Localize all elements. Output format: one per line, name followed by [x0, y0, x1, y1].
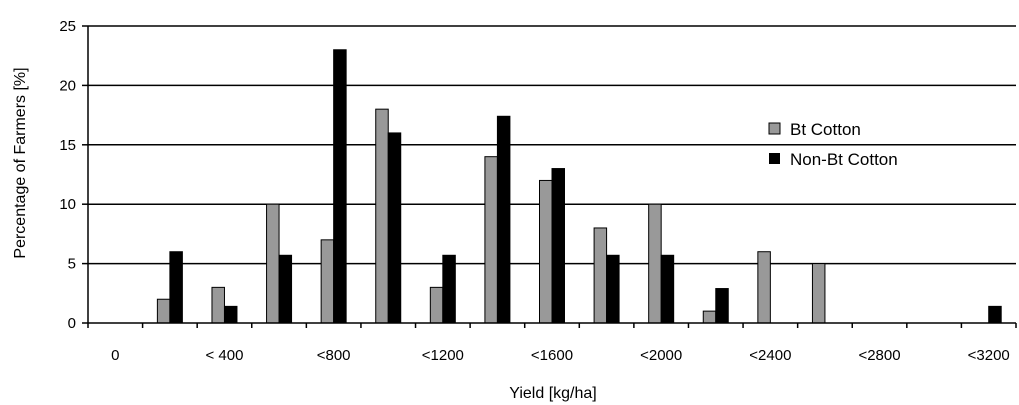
bar-non-bt-cotton — [442, 254, 456, 324]
y-tick-label: 0 — [68, 315, 76, 332]
x-tick-label: <1200 — [422, 347, 464, 364]
bar-bt-cotton — [375, 108, 389, 324]
y-tick-labels: 0 5 10 15 20 25 — [59, 18, 76, 332]
gridlines — [88, 25, 1016, 265]
bar-non-bt-cotton — [606, 254, 620, 324]
bar-bt-cotton — [211, 286, 225, 324]
bar-non-bt-cotton — [988, 305, 1002, 324]
y-tick-label: 10 — [59, 196, 76, 213]
x-tick-label: <800 — [317, 347, 351, 364]
bar-bt-cotton — [484, 156, 498, 324]
y-tick-label: 20 — [59, 77, 76, 94]
bar-non-bt-cotton — [333, 49, 347, 324]
x-tick-label: 0 — [111, 347, 119, 364]
y-axis-title: Percentage of Farmers [%] — [12, 67, 29, 258]
bar-bt-cotton — [648, 203, 662, 324]
y-tick-label: 25 — [59, 18, 76, 35]
x-tick-label: < 400 — [205, 347, 243, 364]
x-tick-label: <3200 — [968, 347, 1010, 364]
x-tick-label: <2400 — [749, 347, 791, 364]
x-tick-labels: 0 < 400 <800 <1200 <1600 <2000 <2400 <2800 <3200 — [111, 347, 1010, 364]
x-tick-label: <2000 — [640, 347, 682, 364]
legend-swatch-bt — [768, 122, 781, 135]
legend: Bt Cotton Non-Bt Cotton — [768, 120, 898, 169]
axes — [87, 26, 1016, 324]
bar-bt-cotton — [702, 310, 717, 324]
bar-bt-cotton — [539, 179, 553, 324]
bar-non-bt-cotton — [496, 115, 511, 324]
bar-non-bt-cotton — [551, 168, 565, 324]
bar-bt-cotton — [757, 251, 771, 324]
legend-swatch-non-bt — [769, 153, 780, 164]
ticks — [82, 25, 1017, 328]
bar-non-bt-cotton — [169, 251, 183, 324]
bar-bt-cotton — [429, 286, 444, 324]
x-tick-label: <2800 — [858, 347, 900, 364]
bar-non-bt-cotton — [715, 288, 729, 324]
bar-bt-cotton — [811, 263, 826, 324]
bar-non-bt-cotton — [660, 254, 675, 324]
bars — [156, 49, 1002, 324]
legend-label-bt: Bt Cotton — [790, 120, 861, 139]
bar-non-bt-cotton — [387, 132, 402, 324]
bar-bt-cotton — [593, 227, 608, 324]
bar-non-bt-cotton — [223, 305, 238, 324]
y-tick-label: 15 — [59, 137, 76, 154]
bar-bt-cotton — [156, 298, 171, 324]
bar-bt-cotton — [320, 239, 335, 324]
legend-label-non-bt: Non-Bt Cotton — [790, 150, 898, 169]
bar-non-bt-cotton — [278, 254, 293, 324]
x-tick-label: <1600 — [531, 347, 573, 364]
bar-bt-cotton — [266, 203, 280, 324]
x-axis-title: Yield [kg/ha] — [509, 385, 596, 402]
y-tick-label: 5 — [68, 256, 76, 273]
